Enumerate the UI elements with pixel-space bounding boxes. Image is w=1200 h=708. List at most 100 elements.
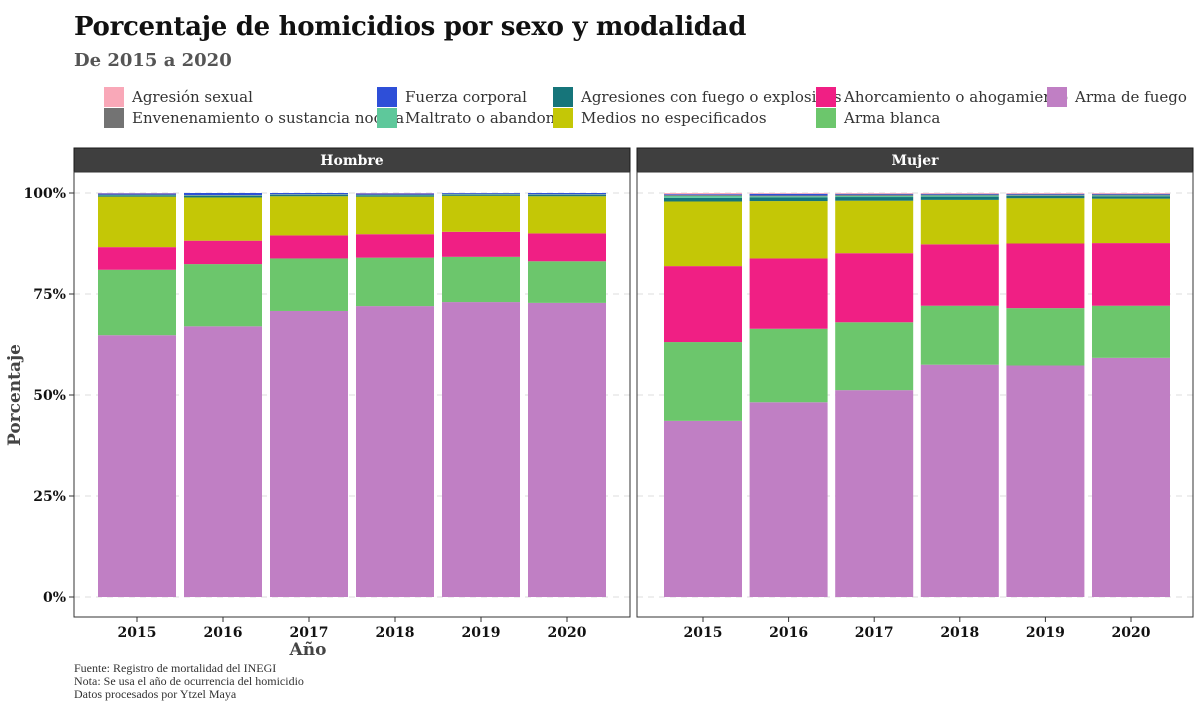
bar-segment-hombre-2016-arma_blanca: [184, 264, 262, 327]
bar-segment-hombre-2019-arma_fuego: [442, 302, 520, 597]
bar-segment-mujer-2018-arma_fuego: [920, 364, 999, 597]
bar-segment-hombre-2019-fuego_exp: [442, 194, 520, 196]
x-tick-label-hombre-2020: 2020: [548, 625, 587, 641]
panel-border-mujer: [636, 171, 1194, 618]
bar-segment-hombre-2020-arma_blanca: [528, 261, 606, 303]
bar-segment-hombre-2018-medios: [356, 196, 434, 235]
bar-segment-mujer-2017-medios: [835, 200, 914, 254]
chart-title: Porcentaje de homicidios por sexo y moda…: [74, 12, 747, 42]
bar-segment-hombre-2018-ahorc: [356, 234, 434, 258]
bar-segment-mujer-2016-agresion: [749, 193, 828, 194]
bar-segment-mujer-2016-arma_fuego: [749, 402, 828, 597]
x-tick-label-hombre-2016: 2016: [204, 625, 243, 641]
caption-credit: Datos procesados por Ytzel Maya: [74, 687, 237, 701]
legend-label-envenen: Envenenamiento o sustancia nociva: [132, 109, 404, 127]
y-tick-label-25: 25%: [33, 489, 66, 505]
bar-segment-hombre-2016-ahorc: [184, 240, 262, 265]
x-tick-label-mujer-2018: 2018: [940, 625, 979, 641]
bar-segment-hombre-2016-arma_fuego: [184, 326, 262, 597]
x-tick-label-mujer-2019: 2019: [1026, 625, 1065, 641]
chart-subtitle: De 2015 a 2020: [74, 50, 232, 71]
legend-label-fuerza: Fuerza corporal: [405, 88, 527, 106]
panel-strip-hombre: [73, 147, 631, 173]
legend-swatch-medios: [553, 108, 573, 128]
x-tick-label-hombre-2018: 2018: [376, 625, 415, 641]
bar-segment-hombre-2020-fuego_exp: [528, 195, 606, 197]
legend-label-arma_fuego: Arma de fuego: [1074, 88, 1187, 106]
bar-segment-hombre-2015-fuerza: [98, 193, 176, 195]
bar-segment-mujer-2019-fuego_exp: [1006, 195, 1085, 199]
bar-segment-mujer-2016-envenen: [749, 195, 828, 197]
bar-segment-mujer-2018-fuerza: [920, 193, 999, 195]
bar-segment-hombre-2018-arma_fuego: [356, 306, 434, 597]
legend-label-medios: Medios no especificados: [581, 109, 767, 127]
bar-segment-mujer-2020-arma_fuego: [1092, 357, 1170, 597]
bar-segment-mujer-2020-arma_blanca: [1092, 305, 1170, 358]
bar-segment-mujer-2020-medios: [1092, 198, 1170, 244]
bar-segment-mujer-2020-fuego_exp: [1092, 196, 1170, 199]
bar-segment-mujer-2018-arma_blanca: [920, 305, 999, 365]
bar-segment-hombre-2020-ahorc: [528, 233, 606, 262]
bar-segment-hombre-2017-fuego_exp: [270, 195, 348, 197]
bar-segment-mujer-2018-agresion: [920, 193, 999, 194]
bar-segment-mujer-2020-agresion: [1092, 193, 1170, 194]
bar-segment-mujer-2017-fuerza: [835, 193, 914, 195]
bar-segment-mujer-2018-ahorc: [920, 244, 999, 306]
bar-segment-mujer-2020-ahorc: [1092, 243, 1170, 306]
bar-segment-hombre-2019-ahorc: [442, 231, 520, 257]
bar-segment-mujer-2016-arma_blanca: [749, 328, 828, 403]
x-tick-label-hombre-2019: 2019: [462, 625, 501, 641]
bar-segment-hombre-2020-arma_fuego: [528, 302, 606, 597]
bar-segment-hombre-2016-medios: [184, 197, 262, 241]
bar-segment-mujer-2018-envenen: [920, 194, 999, 196]
bar-segment-hombre-2018-arma_blanca: [356, 257, 434, 307]
bar-segment-mujer-2017-maltrato: [835, 195, 914, 198]
bar-segment-mujer-2015-arma_fuego: [664, 420, 742, 597]
legend-label-fuego_exp: Agresiones con fuego o explosivos: [580, 88, 842, 106]
bar-segment-hombre-2018-fuego_exp: [356, 195, 434, 197]
legend-label-maltrato: Maltrato o abandono: [405, 109, 564, 127]
bar-segment-mujer-2015-maltrato: [664, 195, 742, 198]
caption-source: Fuente: Registro de mortalidad del INEGI: [74, 661, 277, 675]
y-tick-label-0: 0%: [43, 590, 66, 606]
panel-title-mujer: Mujer: [891, 153, 939, 169]
bar-segment-hombre-2017-ahorc: [270, 235, 348, 259]
bar-segment-mujer-2019-arma_fuego: [1006, 365, 1085, 597]
legend-swatch-ahorc: [816, 87, 836, 107]
y-tick-label-50: 50%: [33, 388, 66, 404]
bar-segment-mujer-2017-arma_blanca: [835, 322, 914, 391]
bar-segment-mujer-2017-arma_fuego: [835, 390, 914, 597]
bar-segment-mujer-2015-ahorc: [664, 266, 742, 343]
x-tick-label-hombre-2017: 2017: [290, 625, 329, 641]
bar-segment-hombre-2020-fuerza: [528, 193, 606, 195]
x-axis-title: Año: [289, 640, 327, 660]
legend-swatch-envenen: [104, 108, 124, 128]
bar-segment-hombre-2020-medios: [528, 196, 606, 234]
bar-segment-hombre-2015-fuego_exp: [98, 195, 176, 197]
bar-segment-mujer-2017-agresion: [835, 193, 914, 194]
x-tick-label-mujer-2016: 2016: [769, 625, 808, 641]
bar-segment-mujer-2020-fuerza: [1092, 193, 1170, 195]
bar-segment-hombre-2019-fuerza: [442, 193, 520, 194]
bar-segment-mujer-2015-envenen: [664, 195, 742, 196]
bar-segment-hombre-2017-medios: [270, 196, 348, 236]
legend-swatch-fuego_exp: [553, 87, 573, 107]
bar-segment-mujer-2016-fuego_exp: [749, 197, 828, 202]
bar-segment-mujer-2016-medios: [749, 201, 828, 259]
bar-segment-mujer-2016-maltrato: [749, 196, 828, 198]
bar-segment-mujer-2015-fuego_exp: [664, 197, 742, 202]
bar-segment-mujer-2015-fuerza: [664, 194, 742, 196]
legend-swatch-agresion: [104, 87, 124, 107]
legend-swatch-arma_fuego: [1047, 87, 1067, 107]
bar-segment-mujer-2017-ahorc: [835, 253, 914, 323]
bar-segment-mujer-2017-fuego_exp: [835, 197, 914, 201]
bar-segment-mujer-2019-ahorc: [1006, 243, 1085, 309]
bar-segment-mujer-2019-fuerza: [1006, 193, 1085, 195]
bar-segment-hombre-2017-fuerza: [270, 193, 348, 195]
bar-segment-mujer-2020-envenen: [1092, 194, 1170, 196]
caption-note: Nota: Se usa el año de ocurrencia del ho…: [74, 674, 304, 688]
bar-segment-mujer-2015-arma_blanca: [664, 342, 742, 421]
bar-segment-mujer-2015-medios: [664, 201, 742, 267]
bar-segment-hombre-2015-medios: [98, 196, 176, 248]
